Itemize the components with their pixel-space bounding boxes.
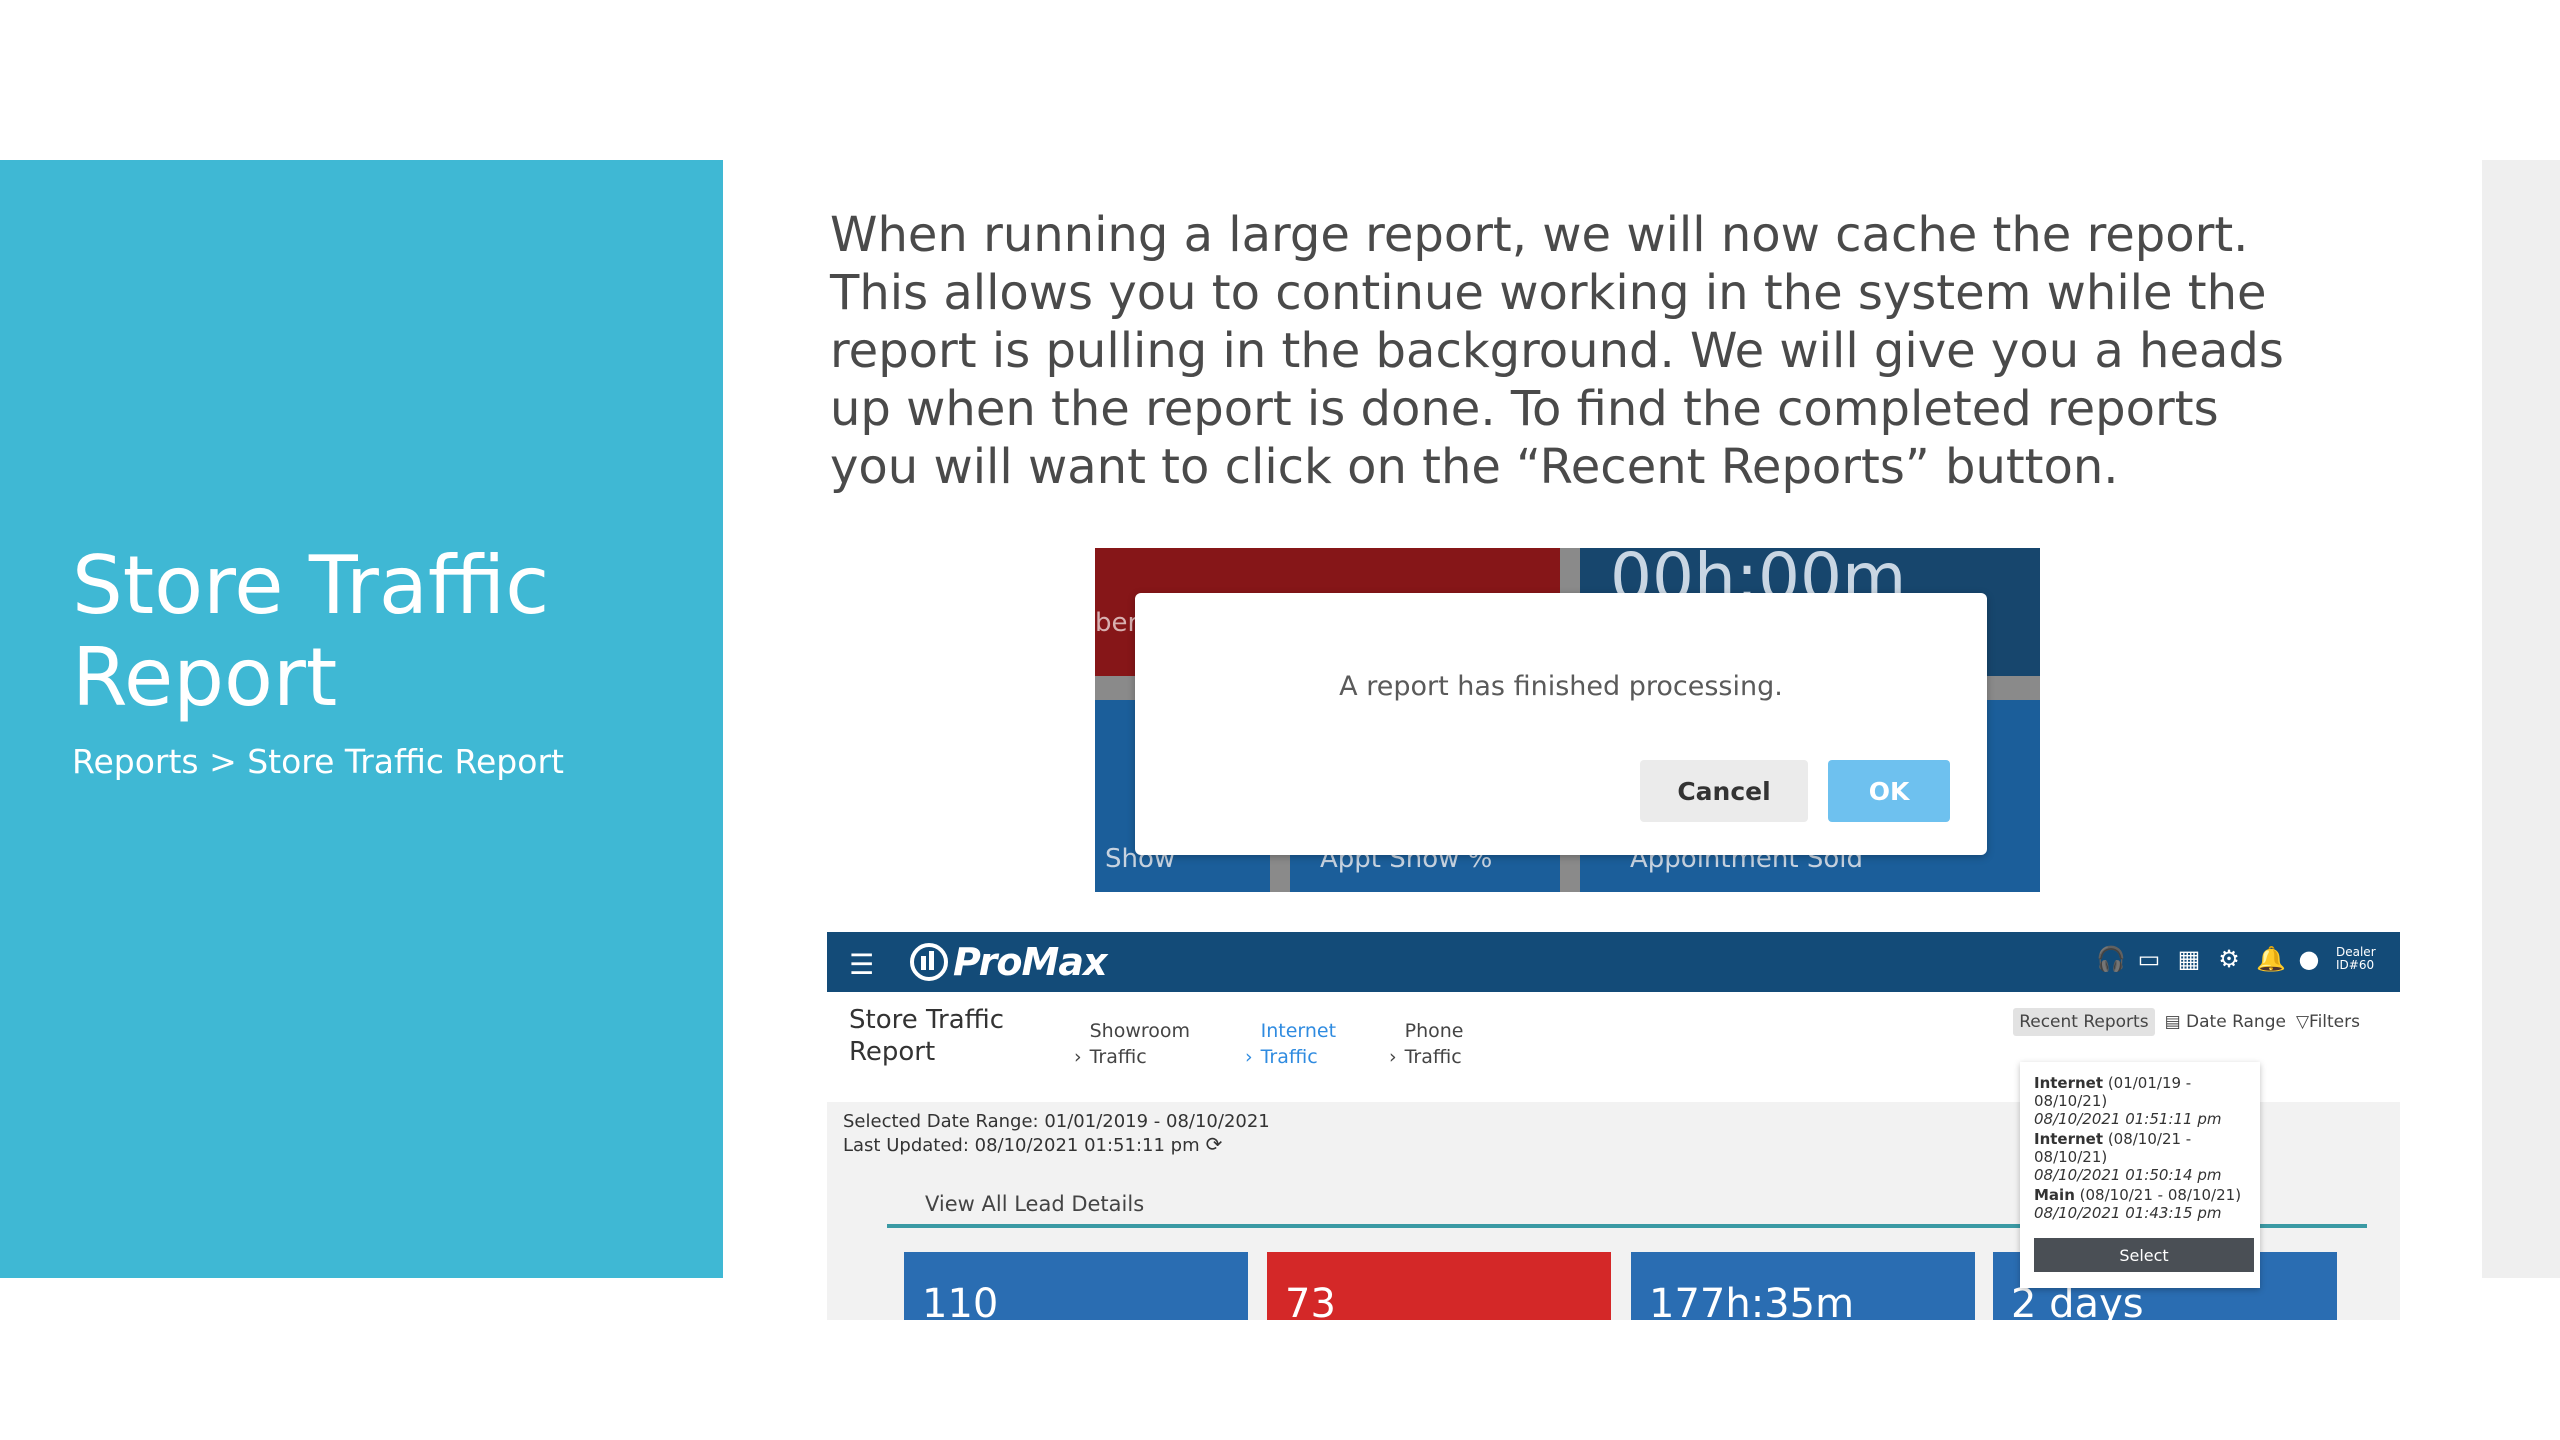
stat-tile[interactable]: 177h:35m [1631,1252,1975,1320]
calendar-icon: ▤ [2164,1012,2181,1032]
report-toolbar: Recent Reports ▤ Date Range ▽Filters [2013,1008,2360,1036]
headset-icon[interactable]: 🎧 [2096,945,2126,973]
report-range: (08/10/21 - 08/10/21) [2034,1130,2192,1166]
last-updated: Last Updated: 08/10/2021 01:51:11 pm [843,1135,1200,1156]
filters-button[interactable]: ▽Filters [2296,1012,2360,1032]
title-panel [0,160,723,1278]
report-name: Main [2034,1186,2075,1204]
recent-reports-dropdown: Internet (01/01/19 - 08/10/21) 08/10/202… [2020,1062,2260,1288]
user-icon[interactable]: ● [2298,945,2320,973]
gear-icon[interactable]: ⚙ [2218,945,2240,973]
promax-screenshot: ☰ ProMax 🎧 ▭ ▦ ⚙ 🔔 ● Dealer ID#60 Store … [827,932,2400,1320]
select-report-button[interactable]: Select [2034,1238,2254,1272]
recent-report-item[interactable]: Internet (01/01/19 - 08/10/21) 08/10/202… [2034,1074,2260,1128]
bell-icon[interactable]: 🔔 [2256,945,2286,973]
report-timestamp: 08/10/2021 01:50:14 pm [2034,1166,2222,1184]
report-range: (01/01/19 - 08/10/21) [2034,1074,2192,1110]
report-name: Internet [2034,1130,2104,1148]
filter-icon: ▽ [2295,1012,2310,1032]
view-all-lead-details-link[interactable]: View All Lead Details [925,1192,1145,1216]
report-finished-dialog: A report has finished processing. Cancel… [1135,593,1987,855]
cancel-button[interactable]: Cancel [1640,760,1808,822]
tab-showroom-traffic[interactable]: › Showroom Traffic [1074,1018,1210,1070]
calculator-icon[interactable]: ▦ [2177,945,2201,973]
monitor-icon[interactable]: ▭ [2137,945,2161,973]
slide-title: Store Traffic Report [72,539,550,724]
tab-internet-traffic[interactable]: › Internet Traffic [1245,1018,1361,1070]
tab-label: Showroom Traffic [1089,1020,1191,1068]
tab-label: Internet Traffic [1260,1020,1337,1068]
slide-subtitle: Reports > Store Traffic Report [72,742,564,781]
date-range-label: Date Range [2186,1012,2286,1032]
dialog-screenshot: ber 00h:00m Show Appt Show % Appointment… [1095,548,2040,892]
report-timestamp: 08/10/2021 01:51:11 pm [2034,1110,2222,1128]
refresh-icon[interactable]: ⟳ [1205,1132,1223,1156]
tab-label: Phone Traffic [1404,1020,1464,1068]
date-range-info: Selected Date Range: 01/01/2019 - 08/10/… [843,1110,1270,1157]
app-header: ☰ ProMax 🎧 ▭ ▦ ⚙ 🔔 ● Dealer ID#60 [827,932,2400,992]
promax-logo[interactable]: ProMax [953,940,1107,984]
date-range-button[interactable]: ▤ Date Range [2165,1012,2286,1032]
chevron-right-icon: › [1389,1046,1397,1068]
selected-date-range: Selected Date Range: 01/01/2019 - 08/10/… [843,1111,1270,1132]
dialog-message: A report has finished processing. [1339,671,1783,702]
promax-logo-icon [910,943,948,981]
header-icon-group: 🎧 ▭ ▦ ⚙ 🔔 ● Dealer ID#60 [2096,945,2380,973]
tab-phone-traffic[interactable]: › Phone Traffic [1389,1018,1485,1070]
hamburger-menu-icon[interactable]: ☰ [849,948,875,981]
stat-tile[interactable]: 73 [1267,1252,1611,1320]
lead-details-bar: View All Lead Details [887,1184,2367,1228]
stat-tile[interactable]: 110 [904,1252,1248,1320]
page-title: Store Traffic Report [849,1005,1005,1067]
chevron-right-icon: › [1074,1046,1082,1068]
dealer-id: Dealer ID#60 [2336,945,2376,972]
chevron-right-icon: › [1245,1046,1253,1068]
filters-label: Filters [2309,1012,2360,1032]
report-range: (08/10/21 - 08/10/21) [2079,1186,2242,1204]
recent-reports-button[interactable]: Recent Reports [2013,1008,2155,1036]
tile-fragment-label: ber [1095,608,1139,638]
report-name: Internet [2034,1074,2104,1092]
report-timestamp: 08/10/2021 01:43:15 pm [2034,1204,2222,1222]
slide-description: When running a large report, we will now… [830,207,2284,495]
right-edge-strip [2482,160,2560,1278]
ok-button[interactable]: OK [1828,760,1950,822]
recent-report-item[interactable]: Main (08/10/21 - 08/10/21) 08/10/2021 01… [2034,1186,2241,1222]
recent-report-item[interactable]: Internet (08/10/21 - 08/10/21) 08/10/202… [2034,1130,2260,1184]
